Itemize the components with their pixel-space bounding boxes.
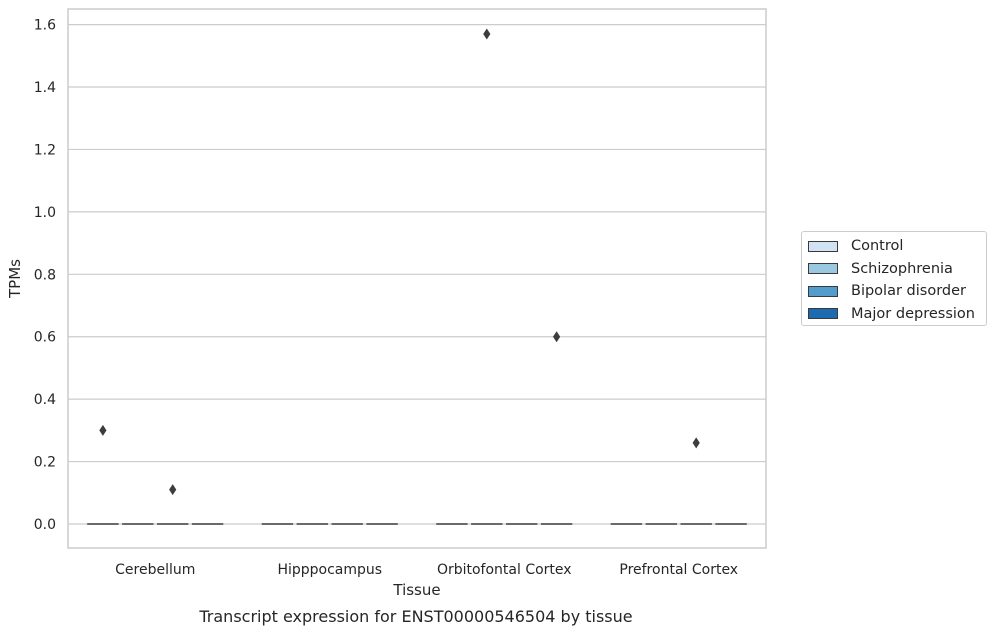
legend-item-bipolar-disorder: Bipolar disorder: [808, 280, 986, 303]
x-axis-title: Tissue: [392, 581, 440, 599]
legend-item-major-depression: Major depression: [808, 303, 986, 326]
legend-label-schizophrenia: Schizophrenia: [851, 260, 953, 277]
outlier-point: [99, 424, 107, 436]
grid: [68, 24, 766, 525]
y-tick-label: 1.6: [34, 18, 56, 34]
outlier-point: [169, 484, 177, 496]
y-tick-label: 1.0: [34, 205, 56, 221]
legend-label-major-depression: Major depression: [851, 305, 975, 322]
x-tick-label: Prefrontal Cortex: [619, 562, 738, 578]
y-tick-labels: 0.0 0.2 0.4 0.6 0.8 1.0 1.2 1.4 1.6: [34, 18, 56, 533]
y-tick-label: 1.4: [34, 80, 56, 96]
outlier-point: [553, 331, 561, 343]
legend-swatch-schizophrenia: [808, 263, 838, 275]
legend-item-schizophrenia: Schizophrenia: [808, 258, 986, 281]
y-tick-label: 0.6: [34, 330, 56, 346]
legend-swatch-control: [808, 240, 838, 252]
x-tick-label: Orbitofontal Cortex: [437, 562, 572, 578]
x-tick-label: Hipppocampus: [277, 562, 382, 578]
legend-label-bipolar-disorder: Bipolar disorder: [851, 283, 966, 300]
legend-swatch-bipolar-disorder: [808, 285, 838, 297]
y-tick-label: 0.4: [34, 392, 56, 408]
x-tick-label: Cerebellum: [115, 562, 195, 578]
y-tick-label: 0.2: [34, 455, 56, 471]
legend-label-control: Control: [851, 238, 904, 255]
legend: Control Schizophrenia Bipolar disorder M…: [801, 231, 987, 326]
legend-swatch-major-depression: [808, 308, 838, 320]
y-axis-title: TPMs: [6, 259, 24, 299]
plot-frame: [67, 8, 767, 549]
outliers: [99, 28, 700, 496]
y-tick-label: 0.0: [34, 517, 56, 533]
outlier-point: [483, 28, 491, 40]
chart-caption: Transcript expression for ENST0000054650…: [198, 607, 632, 626]
outlier-point: [692, 437, 700, 449]
x-tick-labels: Cerebellum Hipppocampus Orbitofontal Corte…: [115, 562, 738, 578]
y-tick-label: 0.8: [34, 267, 56, 283]
y-tick-label: 1.2: [34, 142, 56, 158]
legend-item-control: Control: [808, 235, 986, 258]
